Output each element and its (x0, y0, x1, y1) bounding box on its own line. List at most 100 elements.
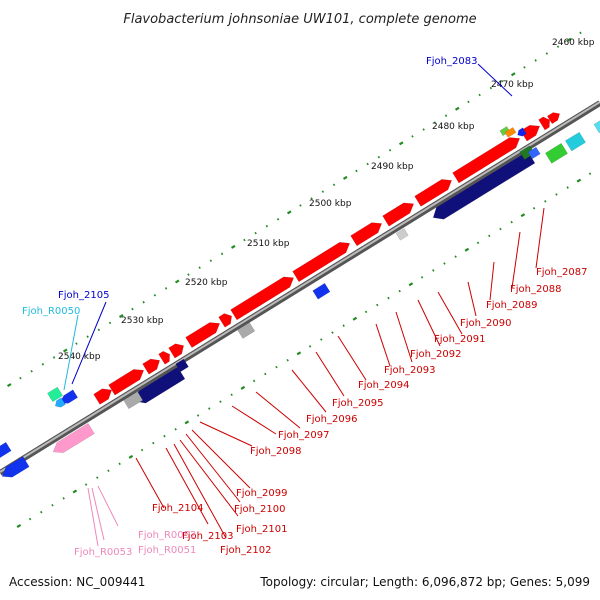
scale-tick (467, 100, 470, 104)
label-leader-line (467, 281, 477, 317)
gene-feature (593, 120, 600, 134)
label-leader-line (511, 231, 521, 289)
scale-label: 2510 kbp (247, 239, 290, 249)
scale-tick (331, 331, 334, 334)
gene-label-fjoh-2093: Fjoh_2093 (384, 365, 435, 376)
gene-label-fjoh-2092: Fjoh_2092 (410, 349, 461, 360)
scale-tick (377, 155, 381, 159)
scale-tick (164, 287, 168, 290)
gene-feature (58, 389, 79, 404)
scale-tick (464, 247, 470, 252)
scale-label: 2520 kbp (185, 278, 228, 288)
scale-tick (388, 148, 392, 152)
gene-label-fjoh-2096: Fjoh_2096 (306, 414, 357, 425)
scale-tick (28, 517, 32, 521)
label-leader-line (97, 485, 119, 527)
gene-feature (123, 391, 144, 410)
scale-tick (142, 300, 145, 304)
forward-gene-arrow (158, 350, 170, 365)
scale-labels: 2460 kbp 2470 kbp 2480 kbp 2490 kbp 2500 kbp… (58, 38, 595, 362)
scale-label: 2530 kbp (121, 316, 164, 326)
scale-label: 2540 kbp (58, 352, 101, 362)
scale-tick (420, 276, 424, 279)
gene-feature (517, 127, 527, 137)
scale-tick (41, 363, 45, 366)
scale-tick (411, 135, 414, 138)
forward-gene-arrow (218, 313, 232, 328)
accession-text: Accession: NC_009441 (9, 575, 145, 589)
scale-tick (332, 183, 336, 187)
gene-label-fjoh-2090: Fjoh_2090 (460, 318, 511, 329)
forward-gene-arrow (452, 137, 521, 184)
scale-label: 2480 kbp (432, 122, 475, 132)
scale-tick (499, 227, 502, 231)
scale-tick (84, 483, 88, 486)
gene-feature (504, 127, 517, 138)
scale-label: 2500 kbp (309, 199, 352, 209)
label-leader-line (135, 457, 165, 509)
forward-gene-arrow (538, 116, 550, 131)
scale-tick (320, 338, 323, 341)
scale-tick (299, 204, 302, 207)
scale-tick (454, 106, 460, 111)
gene-feature (395, 228, 409, 241)
scale-tick (97, 328, 101, 332)
scale-tick (534, 59, 537, 62)
forward-gene-arrow (350, 222, 383, 247)
gene-label-fjoh-2103: Fjoh_2103 (182, 531, 233, 542)
scale-tick (275, 365, 278, 369)
scale-ticks (6, 31, 592, 528)
scale-tick (286, 358, 289, 362)
gene-label-fjoh-2099: Fjoh_2099 (236, 488, 287, 499)
label-leader-line (71, 301, 107, 385)
label-leader-line (489, 261, 495, 301)
gene-label-fjoh-2098: Fjoh_2098 (250, 446, 301, 457)
gene-feature (544, 142, 568, 164)
scale-tick (566, 186, 569, 189)
reverse-gene-arrow (432, 150, 536, 220)
scale-tick (408, 282, 414, 287)
scale-tick (432, 269, 435, 272)
scale-tick (510, 72, 516, 77)
label-leader-line (173, 443, 227, 539)
map-title: Flavobacterium johnsoniae UW101, complet… (123, 12, 476, 27)
scale-tick (16, 523, 22, 528)
scale-tick (118, 313, 124, 318)
gene-features (0, 112, 600, 478)
scale-tick (510, 220, 513, 224)
scale-tick (488, 234, 491, 238)
label-leader-line (191, 429, 251, 489)
scale-tick (153, 293, 157, 297)
rna-gene-arrow (52, 423, 95, 454)
scale-tick (30, 369, 33, 373)
scale-tick (444, 114, 448, 117)
scale-tick (128, 454, 134, 459)
gene-label-fjoh-2102: Fjoh_2102 (220, 545, 271, 556)
gene-feature (0, 441, 12, 458)
forward-gene-arrow (292, 242, 351, 283)
scale-tick (72, 489, 78, 494)
scale-tick (443, 262, 446, 265)
scale-tick (544, 200, 547, 203)
label-leader-line (477, 63, 513, 97)
gene-label-fjoh-2083: Fjoh_2083 (426, 56, 477, 67)
scale-tick (40, 510, 43, 514)
label-leader-line (375, 323, 391, 367)
scale-tick (276, 218, 280, 221)
scale-tick (230, 393, 233, 397)
scale-label: 2490 kbp (371, 162, 414, 172)
gene-label-fjoh-2094: Fjoh_2094 (358, 380, 409, 391)
label-leader-line (535, 207, 545, 269)
scale-tick (140, 448, 144, 452)
scale-tick (352, 316, 358, 321)
label-leaders (63, 63, 545, 547)
scale-tick (576, 178, 582, 183)
scale-tick (422, 128, 425, 131)
scale-tick (376, 303, 379, 307)
label-leader-line (199, 421, 253, 447)
scale-tick (62, 348, 68, 353)
scale-tick (107, 469, 110, 472)
scale-tick (264, 372, 267, 376)
gene-label-fjoh-2088: Fjoh_2088 (510, 284, 561, 295)
scale-tick (152, 441, 155, 445)
